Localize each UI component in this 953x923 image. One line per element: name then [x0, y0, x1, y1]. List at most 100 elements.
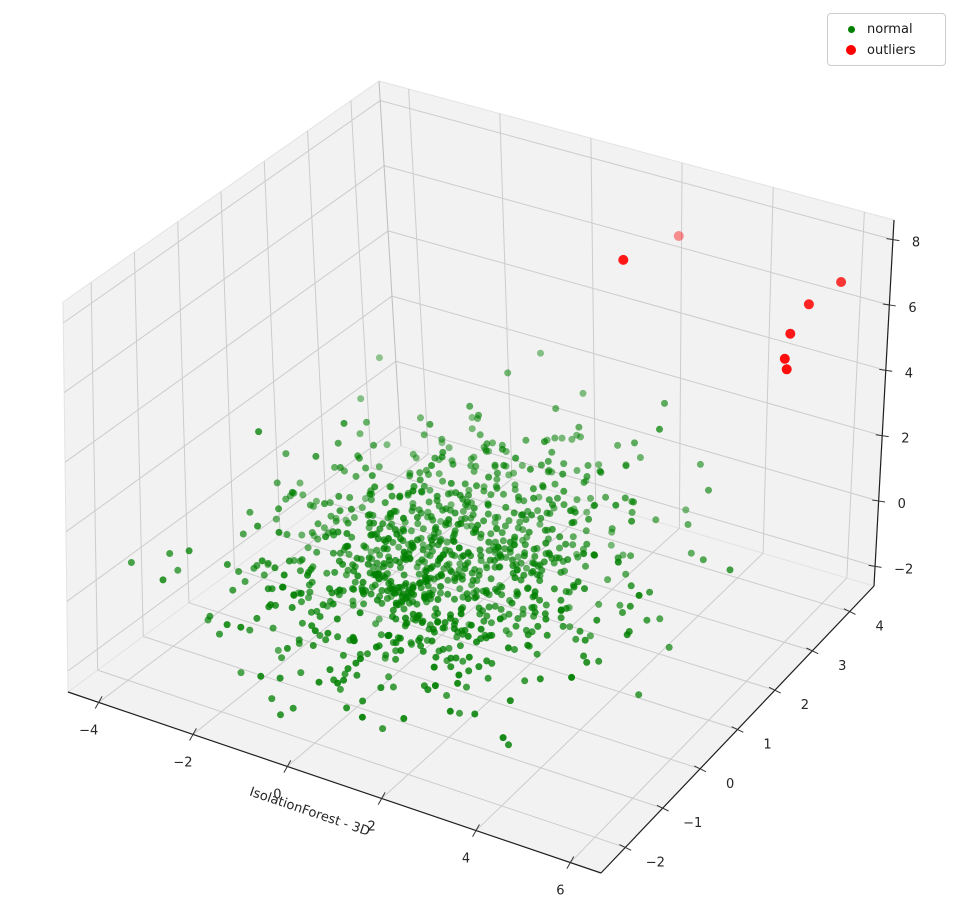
scatter-point-normal	[511, 574, 519, 582]
scatter-point-normal	[614, 441, 622, 449]
scatter-point-normal	[559, 622, 567, 630]
scatter-point-normal	[687, 549, 695, 557]
scatter-point-normal	[328, 589, 336, 597]
scatter-point-normal	[536, 577, 544, 584]
scatter-point-normal	[582, 562, 589, 570]
scatter-point-normal	[273, 479, 281, 487]
scatter-point-normal	[348, 533, 356, 541]
outliers-marker-icon	[846, 45, 856, 55]
scatter-point-normal	[516, 518, 524, 526]
ticks-and-labels: −4 −2 0 2 4 6 −2 −1 0 1 2 3 4 −2 0 2 4 6 8	[79, 236, 920, 899]
scatter-point-normal	[350, 637, 358, 645]
scatter-point-normal	[235, 568, 243, 575]
scatter-point-normal	[530, 494, 538, 502]
y-tick-label: 3	[838, 659, 846, 674]
scatter-point-normal	[456, 585, 464, 593]
scatter-point-normal	[428, 637, 436, 645]
scatter-point-normal	[519, 610, 527, 618]
scatter-point-normal	[306, 588, 314, 596]
scatter-point-normal	[531, 553, 539, 560]
scatter-point-normal	[542, 615, 550, 623]
scatter-point-normal	[365, 554, 373, 562]
scatter-point-normal	[468, 414, 476, 421]
scatter-point-normal	[432, 653, 440, 661]
scatter-point-normal	[357, 395, 365, 403]
scatter-point-normal	[440, 565, 448, 573]
scatter-point-normal	[554, 494, 561, 502]
scatter-point-normal	[461, 565, 469, 573]
scatter-point-normal	[556, 544, 563, 552]
scatter-point-normal	[451, 552, 459, 560]
scatter-point-normal	[312, 497, 320, 505]
scatter-point-normal	[489, 439, 496, 447]
scatter-point-normal	[461, 626, 469, 634]
scatter-point-normal	[467, 514, 475, 522]
scatter-point-normal	[268, 585, 276, 593]
scatter-point-normal	[485, 547, 493, 554]
scatter-point-normal	[480, 483, 488, 491]
scatter-point-normal	[383, 545, 391, 553]
scatter-point-normal	[324, 629, 332, 637]
scatter-point-normal	[568, 435, 576, 443]
scatter-point-normal	[450, 625, 458, 633]
scatter-point-normal	[574, 553, 582, 561]
scatter-point-normal	[391, 589, 399, 597]
scatter-point-normal	[463, 683, 470, 691]
scatter-point-normal	[439, 624, 447, 632]
scatter-point-normal	[451, 527, 459, 535]
scatter-point-normal	[355, 454, 363, 462]
scatter-point-outlier	[785, 328, 796, 339]
scatter-point-normal	[536, 520, 544, 528]
scatter-point-normal	[682, 506, 690, 514]
scatter-point-normal	[371, 581, 379, 589]
scatter-point-normal	[604, 576, 612, 584]
scatter-point-normal	[447, 501, 455, 509]
scatter-point-normal	[450, 538, 458, 545]
scatter-point-normal	[246, 508, 254, 516]
scatter-point-normal	[470, 504, 478, 512]
scatter-point-normal	[705, 486, 712, 494]
scatter-point-normal	[357, 655, 364, 663]
scatter-point-normal	[497, 605, 505, 613]
scatter-point-normal	[350, 567, 358, 575]
scatter-point-normal	[432, 523, 440, 531]
scatter-point-normal	[573, 496, 581, 504]
scatter-point-normal	[656, 615, 664, 623]
scatter-point-normal	[583, 658, 591, 666]
scatter-point-normal	[569, 533, 577, 541]
scatter-point-normal	[402, 594, 410, 602]
scatter-point-normal	[275, 505, 283, 513]
scatter-point-normal	[452, 654, 460, 662]
scatter-point-normal	[416, 469, 424, 477]
scatter-point-normal	[358, 504, 366, 512]
scatter-point-normal	[344, 519, 352, 527]
scatter-point-normal	[430, 534, 438, 541]
scatter-point-normal	[509, 556, 516, 564]
scatter-point-normal	[514, 615, 522, 622]
scatter-point-normal	[349, 561, 357, 569]
scatter-point-normal	[343, 530, 351, 537]
legend: normal outliers	[827, 13, 946, 66]
scatter-point-normal	[223, 621, 231, 629]
scatter-point-normal	[269, 624, 277, 632]
scatter-point-normal	[482, 446, 490, 454]
scatter-point-normal	[345, 550, 353, 558]
scatter-point-normal	[447, 663, 455, 671]
scatter-point-normal	[334, 633, 342, 641]
scatter-point-normal	[332, 517, 340, 525]
scatter-point-normal	[358, 713, 366, 721]
scatter-point-normal	[498, 529, 506, 537]
scatter-point-normal	[628, 508, 636, 516]
scatter-point-normal	[487, 619, 495, 627]
scatter-point-normal	[432, 605, 440, 613]
scatter-point-normal	[424, 686, 432, 694]
scatter-point-normal	[560, 501, 568, 509]
scatter-point-normal	[500, 461, 508, 469]
scatter-point-normal	[517, 576, 525, 584]
scatter-point-normal	[524, 641, 532, 649]
scatter-point-normal	[491, 519, 499, 527]
scatter-point-normal	[477, 625, 485, 633]
scatter-point-normal	[305, 594, 312, 602]
scatter-point-normal	[542, 550, 550, 558]
scatter-point-normal	[464, 632, 472, 640]
